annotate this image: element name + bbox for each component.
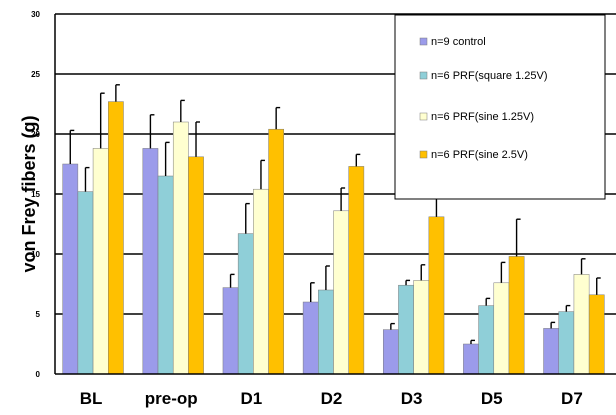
x-tick-label: D2	[321, 389, 343, 408]
y-axis-label: von Frey fibers (g)	[19, 115, 39, 272]
x-tick-label: D7	[561, 389, 583, 408]
legend-swatch	[419, 71, 428, 80]
legend-label: n=9 control	[431, 36, 486, 48]
y-tick-label: 30	[31, 10, 40, 19]
legend-swatch	[419, 150, 428, 159]
bar	[428, 216, 445, 375]
y-tick-label: 25	[31, 70, 40, 79]
bar	[558, 311, 575, 375]
x-tick-label: BL	[80, 389, 103, 408]
bar	[172, 121, 189, 375]
bar	[318, 289, 334, 375]
legend-label: n=6 PRF(square 1.25V)	[431, 70, 547, 82]
bar	[108, 101, 124, 375]
bar	[157, 175, 174, 375]
bar	[333, 210, 349, 375]
bar	[398, 284, 414, 375]
bar	[302, 301, 319, 375]
bar	[222, 287, 239, 375]
y-tick-label: 15	[31, 190, 40, 199]
x-tick-label: D3	[401, 389, 423, 408]
bar	[237, 233, 254, 375]
legend-label: n=6 PRF(sine 1.25V)	[431, 111, 534, 123]
bar	[478, 305, 495, 375]
bar	[142, 148, 159, 375]
y-axis-ticks: 0 5 10 15 20 25 30	[31, 10, 40, 379]
bar	[253, 188, 269, 375]
bar	[348, 166, 365, 375]
bar	[573, 274, 590, 375]
bar	[62, 163, 79, 375]
bar	[508, 256, 525, 375]
bar	[92, 148, 109, 375]
x-axis-labels: BL pre-op D1 D2 D3 D5 D7	[80, 389, 583, 408]
x-tick-label: D5	[481, 389, 503, 408]
bar	[543, 328, 559, 375]
y-tick-label: 10	[31, 250, 40, 259]
x-tick-label: pre-op	[145, 389, 198, 408]
bar	[463, 343, 479, 375]
bar	[413, 280, 430, 375]
bar	[77, 191, 94, 375]
bar	[188, 156, 204, 375]
y-tick-label: 0	[36, 370, 41, 379]
legend-swatch	[419, 37, 428, 46]
bars	[62, 84, 605, 375]
bar	[268, 128, 285, 375]
bar	[588, 294, 605, 375]
bar	[382, 329, 399, 375]
y-tick-label: 5	[36, 310, 41, 319]
x-tick-label: D1	[240, 389, 262, 408]
legend: n=9 control n=6 PRF(square 1.25V) n=6 PRF(…	[394, 14, 606, 200]
bar	[493, 282, 510, 375]
legend-box	[394, 14, 606, 200]
legend-swatch	[419, 112, 428, 121]
legend-label: n=6 PRF(sine 2.5V)	[431, 149, 528, 161]
y-tick-label: 20	[31, 130, 40, 139]
